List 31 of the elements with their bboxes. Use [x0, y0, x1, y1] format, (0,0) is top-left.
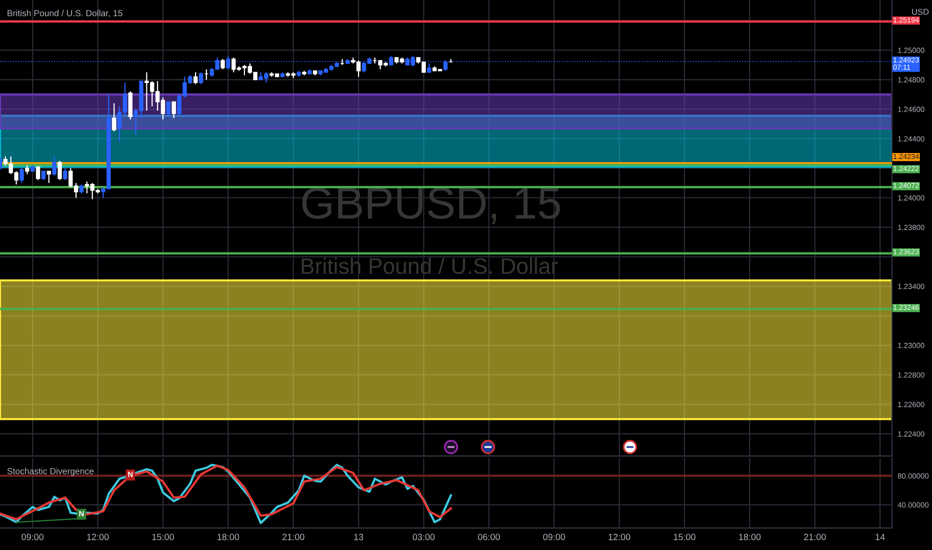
- candlestick: [112, 102, 116, 132]
- candlestick: [36, 166, 40, 181]
- candlestick: [198, 72, 204, 85]
- x-tick-label: 12:00: [87, 534, 109, 540]
- candlestick: [128, 90, 132, 120]
- x-tick-label: 21:00: [282, 534, 304, 540]
- x-tick-label: 12:00: [608, 534, 630, 540]
- x-tick-label: 15:00: [674, 534, 696, 540]
- y-axis-title: USD: [912, 8, 929, 15]
- x-tick-label: 13: [354, 534, 364, 540]
- x-tick-label: 09:00: [543, 534, 566, 540]
- x-tick-label: 14: [876, 534, 885, 540]
- x-tick-label: 18:00: [739, 534, 761, 540]
- candlestick: [58, 160, 62, 181]
- candlestick: [193, 72, 198, 85]
- candlestick: [63, 168, 68, 181]
- text: British Pound / U.S. Dollar, 15: [8, 10, 122, 18]
- candlestick: [20, 168, 24, 184]
- candlestick: [220, 58, 225, 70]
- x-tick-label: 09:00: [22, 534, 44, 540]
- candlestick: [172, 101, 176, 119]
- candlestick: [226, 56, 230, 70]
- candlestick: [166, 101, 171, 116]
- x-tick-label: 18:00: [218, 534, 240, 540]
- text: Stochastic Divergence: [7, 468, 94, 476]
- x-tick-label: 21:00: [804, 534, 826, 540]
- x-tick-label: 15:00: [152, 534, 174, 540]
- candlestick: [46, 170, 51, 184]
- candlestick: [52, 156, 56, 176]
- x-tick-label: 03:00: [412, 534, 435, 540]
- x-tick-label: 06:00: [478, 534, 500, 540]
